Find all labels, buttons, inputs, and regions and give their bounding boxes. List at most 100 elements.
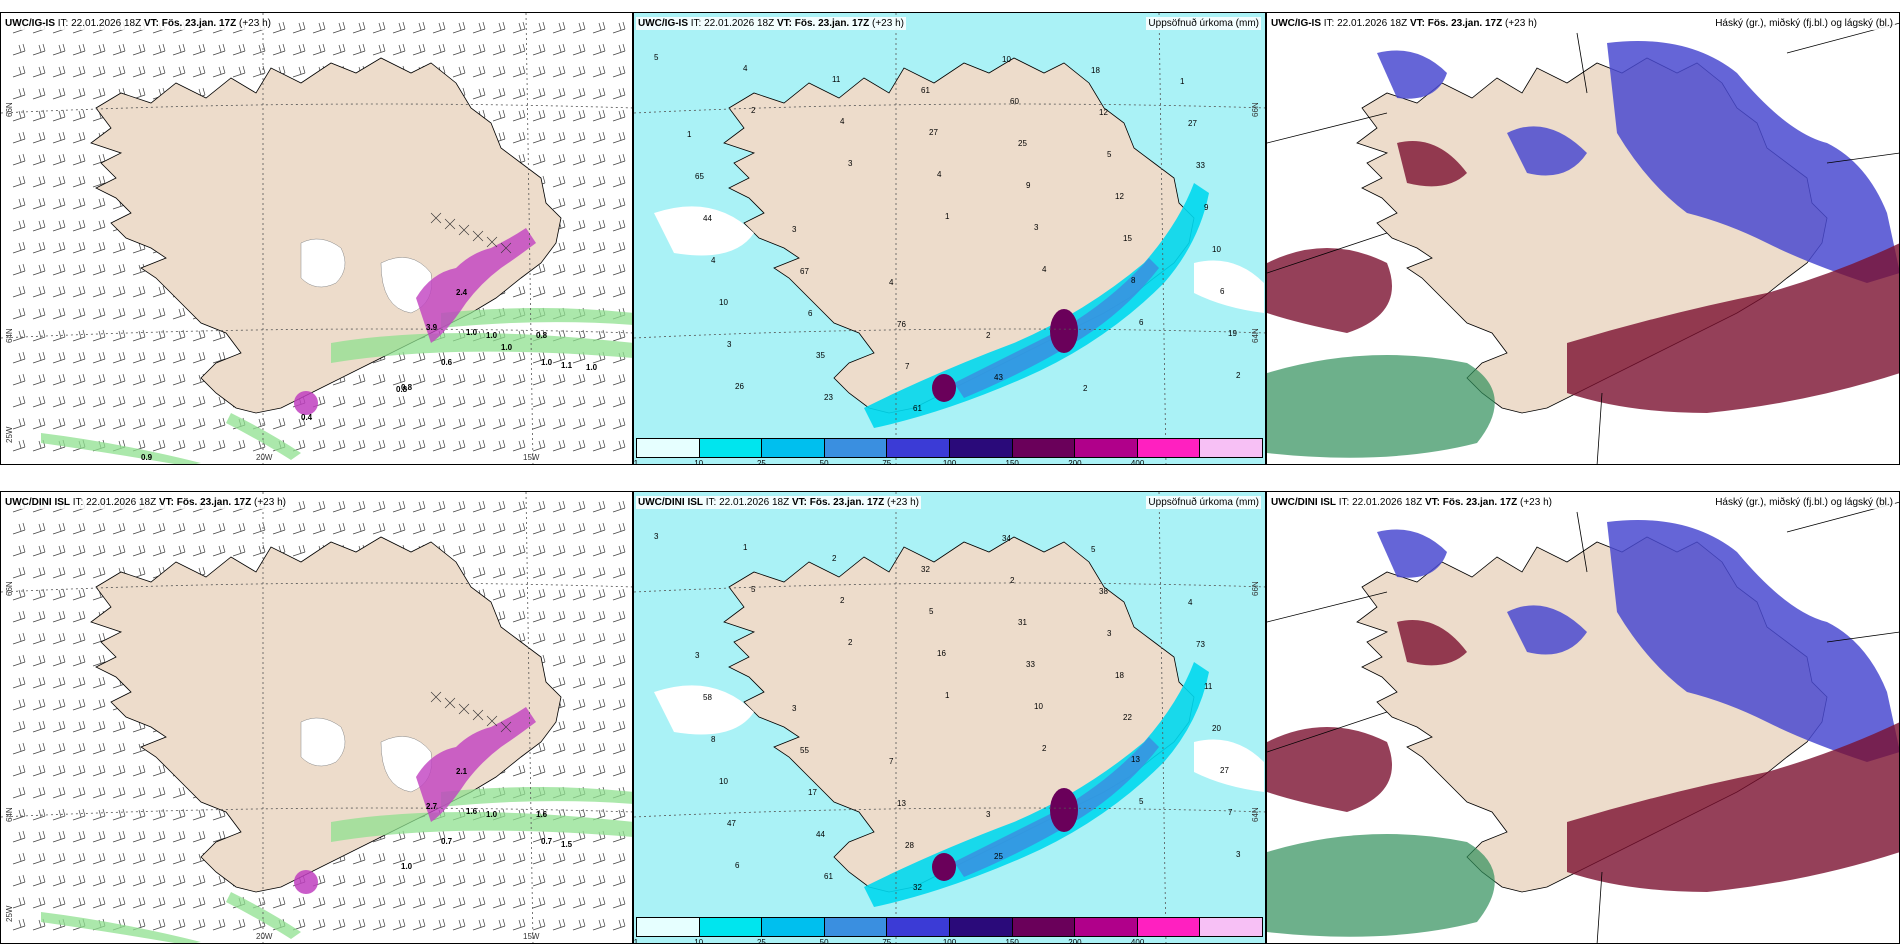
wind-barb: [192, 896, 206, 909]
lat-label: 25W: [5, 905, 14, 922]
wind-barb: [372, 918, 386, 931]
wind-barb: [412, 43, 426, 56]
wind-barb: [512, 918, 526, 931]
gust-value-label: 1.0: [586, 363, 598, 372]
wind-barb: [372, 522, 386, 535]
wind-barb: [112, 852, 126, 865]
colorbar-swatch: [637, 439, 700, 457]
wind-barb: [72, 373, 86, 386]
wind-barb: [532, 874, 546, 887]
wind-barb: [52, 175, 66, 188]
wind-barb: [592, 566, 606, 579]
gust-value-label: 3.9: [426, 323, 438, 332]
wind-barb: [32, 263, 46, 276]
wind-barb: [532, 65, 546, 78]
wind-barb: [572, 654, 586, 667]
boundary-line: [1267, 22, 1899, 464]
colorbar-swatch: [699, 439, 763, 457]
panel-cloud-dini: UWC/DINI ISL IT: 22.01.2026 18Z VT: Fös.…: [1266, 491, 1900, 944]
precip-value-label: 1: [687, 130, 692, 139]
glacier-patch: [300, 717, 346, 767]
hatch-mark: [500, 721, 512, 733]
wind-barb: [552, 43, 566, 56]
wind-barb: [552, 65, 566, 78]
wind-barb: [172, 896, 186, 909]
panel-precip-igis: UWC/IG-IS IT: 22.01.2026 18Z VT: Fös. 23…: [633, 12, 1266, 465]
wind-barb: [112, 764, 126, 777]
colorbar-tick-label: 200: [1068, 459, 1082, 465]
wind-barb: [252, 522, 266, 535]
wind-barb: [52, 852, 66, 865]
wind-barb: [272, 21, 286, 34]
wind-barb: [532, 263, 546, 276]
graticule-line: [634, 328, 1265, 339]
wind-barb: [12, 219, 26, 232]
lead-time: (+23 h): [872, 18, 904, 29]
wind-barb: [572, 219, 586, 232]
colorbar-swatch: [949, 439, 1013, 457]
colorbar-swatch: [637, 918, 700, 936]
wind-barb: [572, 285, 586, 298]
wind-barb: [452, 522, 466, 535]
wind-barb: [192, 830, 206, 843]
wind-barb: [312, 500, 326, 513]
wind-barb: [532, 373, 546, 386]
wind-barb: [572, 566, 586, 579]
wind-barb: [152, 830, 166, 843]
wind-barb: [132, 764, 146, 777]
wind-barb: [492, 852, 506, 865]
wind-barb: [612, 918, 626, 931]
wind-barb: [292, 896, 306, 909]
wind-barb: [132, 544, 146, 557]
wind-barb: [512, 351, 526, 364]
wind-barb: [212, 417, 226, 430]
colorbar-swatch: [1075, 439, 1138, 457]
wind-barb: [72, 175, 86, 188]
wind-barb: [212, 896, 226, 909]
wind-barb: [412, 417, 426, 430]
wind-barb: [72, 153, 86, 166]
colorbar-tick-label: 1: [633, 938, 639, 944]
wind-barb: [92, 874, 106, 887]
precip-value-label: 6: [1139, 318, 1144, 327]
wind-barb: [492, 439, 506, 452]
hatch-mark: [472, 709, 484, 721]
wind-barb: [592, 676, 606, 689]
precip-value-label: 2: [848, 638, 853, 647]
wind-barb: [452, 896, 466, 909]
gust-value-label: 1.6: [536, 810, 548, 819]
wind-barb: [152, 65, 166, 78]
wind-barb: [112, 263, 126, 276]
hatch-mark: [500, 242, 512, 254]
wind-barb: [512, 588, 526, 601]
gust-value-label: 1.0: [501, 343, 513, 352]
wind-barb: [72, 241, 86, 254]
precip-value-label: 33: [1196, 161, 1205, 170]
wind-barb: [572, 676, 586, 689]
precip-value-label: 61: [921, 86, 930, 95]
wind-barb: [532, 351, 546, 364]
precip-value-label: 4: [889, 278, 894, 287]
wind-barb: [32, 307, 46, 320]
precip-value-label: 44: [703, 214, 712, 223]
wind-barb: [432, 918, 446, 931]
wind-barb: [352, 918, 366, 931]
wind-barb: [32, 351, 46, 364]
hatch-mark: [444, 218, 456, 230]
wind-barb: [232, 439, 246, 452]
wind-barb: [52, 830, 66, 843]
wind-barb: [532, 566, 546, 579]
wind-barb: [592, 175, 606, 188]
wind-barb: [152, 808, 166, 821]
wind-barb: [132, 65, 146, 78]
wind-barb: [392, 417, 406, 430]
wind-barb: [172, 522, 186, 535]
precip-value-label: 5: [751, 585, 756, 594]
graticule-line: [525, 492, 534, 943]
wind-barb: [552, 373, 566, 386]
wind-barb: [52, 742, 66, 755]
lon-label: 15W: [523, 932, 540, 941]
wind-barb: [72, 852, 86, 865]
wind-barb: [32, 65, 46, 78]
wind-barb: [572, 742, 586, 755]
